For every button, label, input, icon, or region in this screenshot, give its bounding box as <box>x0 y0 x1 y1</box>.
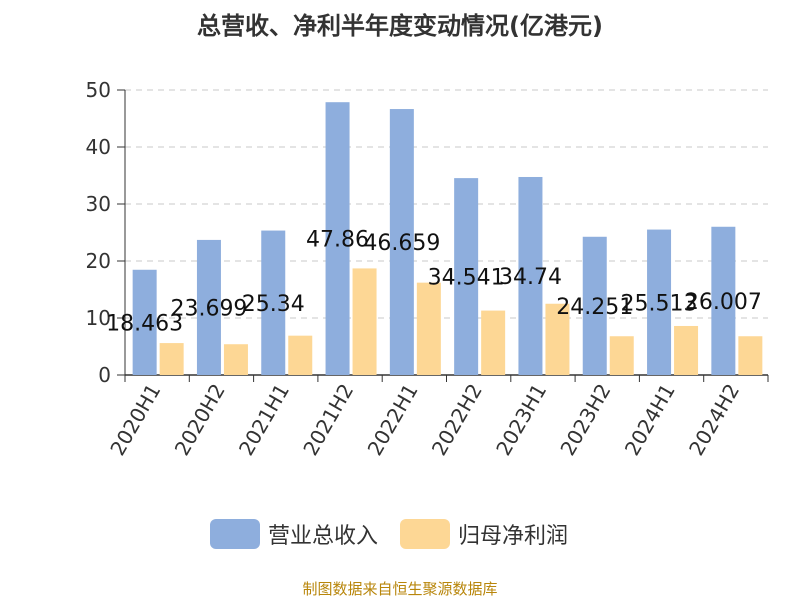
profit-bar <box>609 336 634 375</box>
legend-item-profit[interactable]: 归母净利润 <box>400 518 568 550</box>
y-tick-label: 10 <box>86 306 111 330</box>
profit-bar <box>481 310 506 375</box>
legend-label-revenue: 营业总收入 <box>268 524 379 549</box>
x-category-label: 2023H1 <box>491 380 551 460</box>
y-tick-label: 50 <box>86 78 111 102</box>
legend-swatch-revenue <box>210 519 260 549</box>
profit-bar <box>416 282 441 375</box>
y-tick-label: 20 <box>86 249 111 273</box>
y-tick-label: 0 <box>98 363 111 387</box>
revenue-bar <box>261 230 286 375</box>
x-category-label: 2021H2 <box>298 380 358 460</box>
chart-title: 总营收、净利半年度变动情况(亿港元) <box>197 12 603 40</box>
x-category-label: 2022H2 <box>427 380 487 460</box>
revenue-bar <box>582 236 607 375</box>
y-tick-label: 30 <box>86 192 111 216</box>
revenue-bar <box>454 178 479 375</box>
revenue-bar <box>518 176 543 375</box>
x-category-label: 2024H1 <box>620 380 680 460</box>
revenue-data-label: 34.541 <box>428 266 505 291</box>
profit-bar <box>352 268 377 375</box>
profit-bar <box>545 303 570 375</box>
revenue-bar <box>132 269 157 375</box>
legend-swatch-profit <box>400 519 451 549</box>
revenue-bar <box>325 102 350 375</box>
revenue-data-label: 23.699 <box>170 296 247 321</box>
x-category-label: 2020H2 <box>170 380 230 460</box>
x-category-label: 2021H1 <box>234 380 294 460</box>
revenue-data-label: 47.86 <box>306 228 369 253</box>
data-source-note: 制图数据来自恒生聚源数据库 <box>302 580 498 598</box>
y-tick-label: 40 <box>86 135 111 159</box>
revenue-data-label: 34.74 <box>499 265 562 290</box>
legend: 营业总收入 归母净利润 <box>210 518 576 550</box>
revenue-bar <box>196 239 221 375</box>
profit-bar <box>288 335 313 375</box>
revenue-data-label: 25.34 <box>242 292 305 317</box>
revenue-data-label: 26.007 <box>685 290 762 315</box>
profit-bar <box>159 343 184 375</box>
legend-label-profit: 归母净利润 <box>458 524 569 549</box>
revenue-bar <box>647 229 672 375</box>
revenue-bar <box>389 109 414 375</box>
revenue-data-label: 24.251 <box>556 295 633 320</box>
x-category-label: 2020H1 <box>105 380 165 460</box>
x-category-label: 2024H2 <box>684 380 744 460</box>
revenue-data-label: 46.659 <box>363 231 440 256</box>
profit-bar <box>674 325 699 375</box>
x-category-label: 2023H2 <box>555 380 615 460</box>
revenue-data-label: 18.463 <box>106 311 183 336</box>
revenue-bar <box>711 226 736 375</box>
profit-bar <box>738 336 763 375</box>
x-category-label: 2022H1 <box>363 380 423 460</box>
legend-item-revenue[interactable]: 营业总收入 <box>210 518 378 550</box>
profit-bar <box>223 344 248 375</box>
revenue-data-label: 25.513 <box>621 291 698 316</box>
